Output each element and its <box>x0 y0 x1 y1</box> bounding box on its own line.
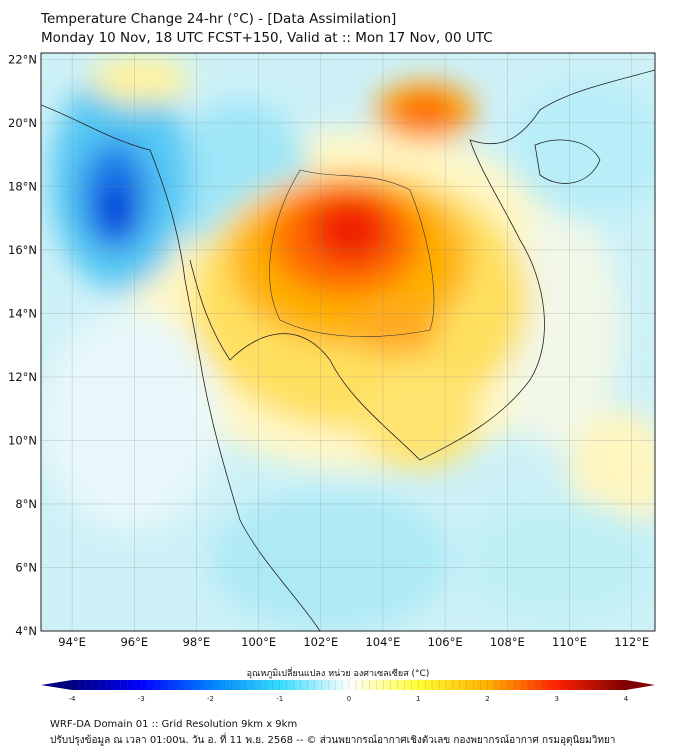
colorbar-tick-label: 3 <box>555 695 559 703</box>
colorbar-tick-label: 4 <box>624 695 629 703</box>
colorbar-tick-label: 0 <box>347 695 351 703</box>
lon-label: 102°E <box>303 635 338 649</box>
colorbar-tick-label: 1 <box>416 695 420 703</box>
colorbar-tick-label: -2 <box>207 695 214 703</box>
lat-label: 12°N <box>8 370 37 384</box>
colorbar-max-extend <box>626 680 655 690</box>
lon-label: 100°E <box>241 635 276 649</box>
lat-label: 4°N <box>15 624 37 638</box>
lon-label: 104°E <box>365 635 400 649</box>
lat-label: 8°N <box>15 497 37 511</box>
colorbar-tick-label: -4 <box>69 695 77 703</box>
colorbar-min-extend <box>41 680 72 690</box>
lat-label: 14°N <box>8 306 37 320</box>
border-lines <box>269 169 435 337</box>
map-frame <box>40 52 656 632</box>
lon-label: 98°E <box>183 635 211 649</box>
lat-label: 10°N <box>8 433 37 447</box>
lon-label: 112°E <box>614 635 649 649</box>
colorbar-tick-label: 2 <box>485 695 489 703</box>
chart-subtitle: Monday 10 Nov, 18 UTC FCST+150, Valid at… <box>41 30 493 46</box>
footer-credit: ปรับปรุงข้อมูล ณ เวลา 01:00น. วัน อ. ที่… <box>50 735 616 746</box>
colorbar-title: อุณหภูมิเปลี่ยนแปลง หน่วย องศาเซลเซียส (… <box>246 669 430 679</box>
lat-label: 18°N <box>8 179 37 193</box>
lat-label: 6°N <box>15 560 37 574</box>
footer-model-info: WRF-DA Domain 01 :: Grid Resolution 9km … <box>50 719 298 730</box>
lon-label: 108°E <box>490 635 525 649</box>
lon-label: 110°E <box>552 635 587 649</box>
lat-label: 16°N <box>8 243 37 257</box>
lon-label: 96°E <box>120 635 148 649</box>
hainan-outline <box>534 139 601 184</box>
colorbar-tick-label: -3 <box>138 695 145 703</box>
lat-label: 22°N <box>8 52 37 66</box>
chart-title: Temperature Change 24-hr (°C) - [Data As… <box>41 11 397 27</box>
lon-label: 106°E <box>428 635 463 649</box>
colorbar-tick-label: -1 <box>276 695 283 703</box>
lat-label: 20°N <box>8 116 37 130</box>
lon-label: 94°E <box>58 635 86 649</box>
field-layer <box>41 53 655 631</box>
coastline <box>41 69 655 631</box>
